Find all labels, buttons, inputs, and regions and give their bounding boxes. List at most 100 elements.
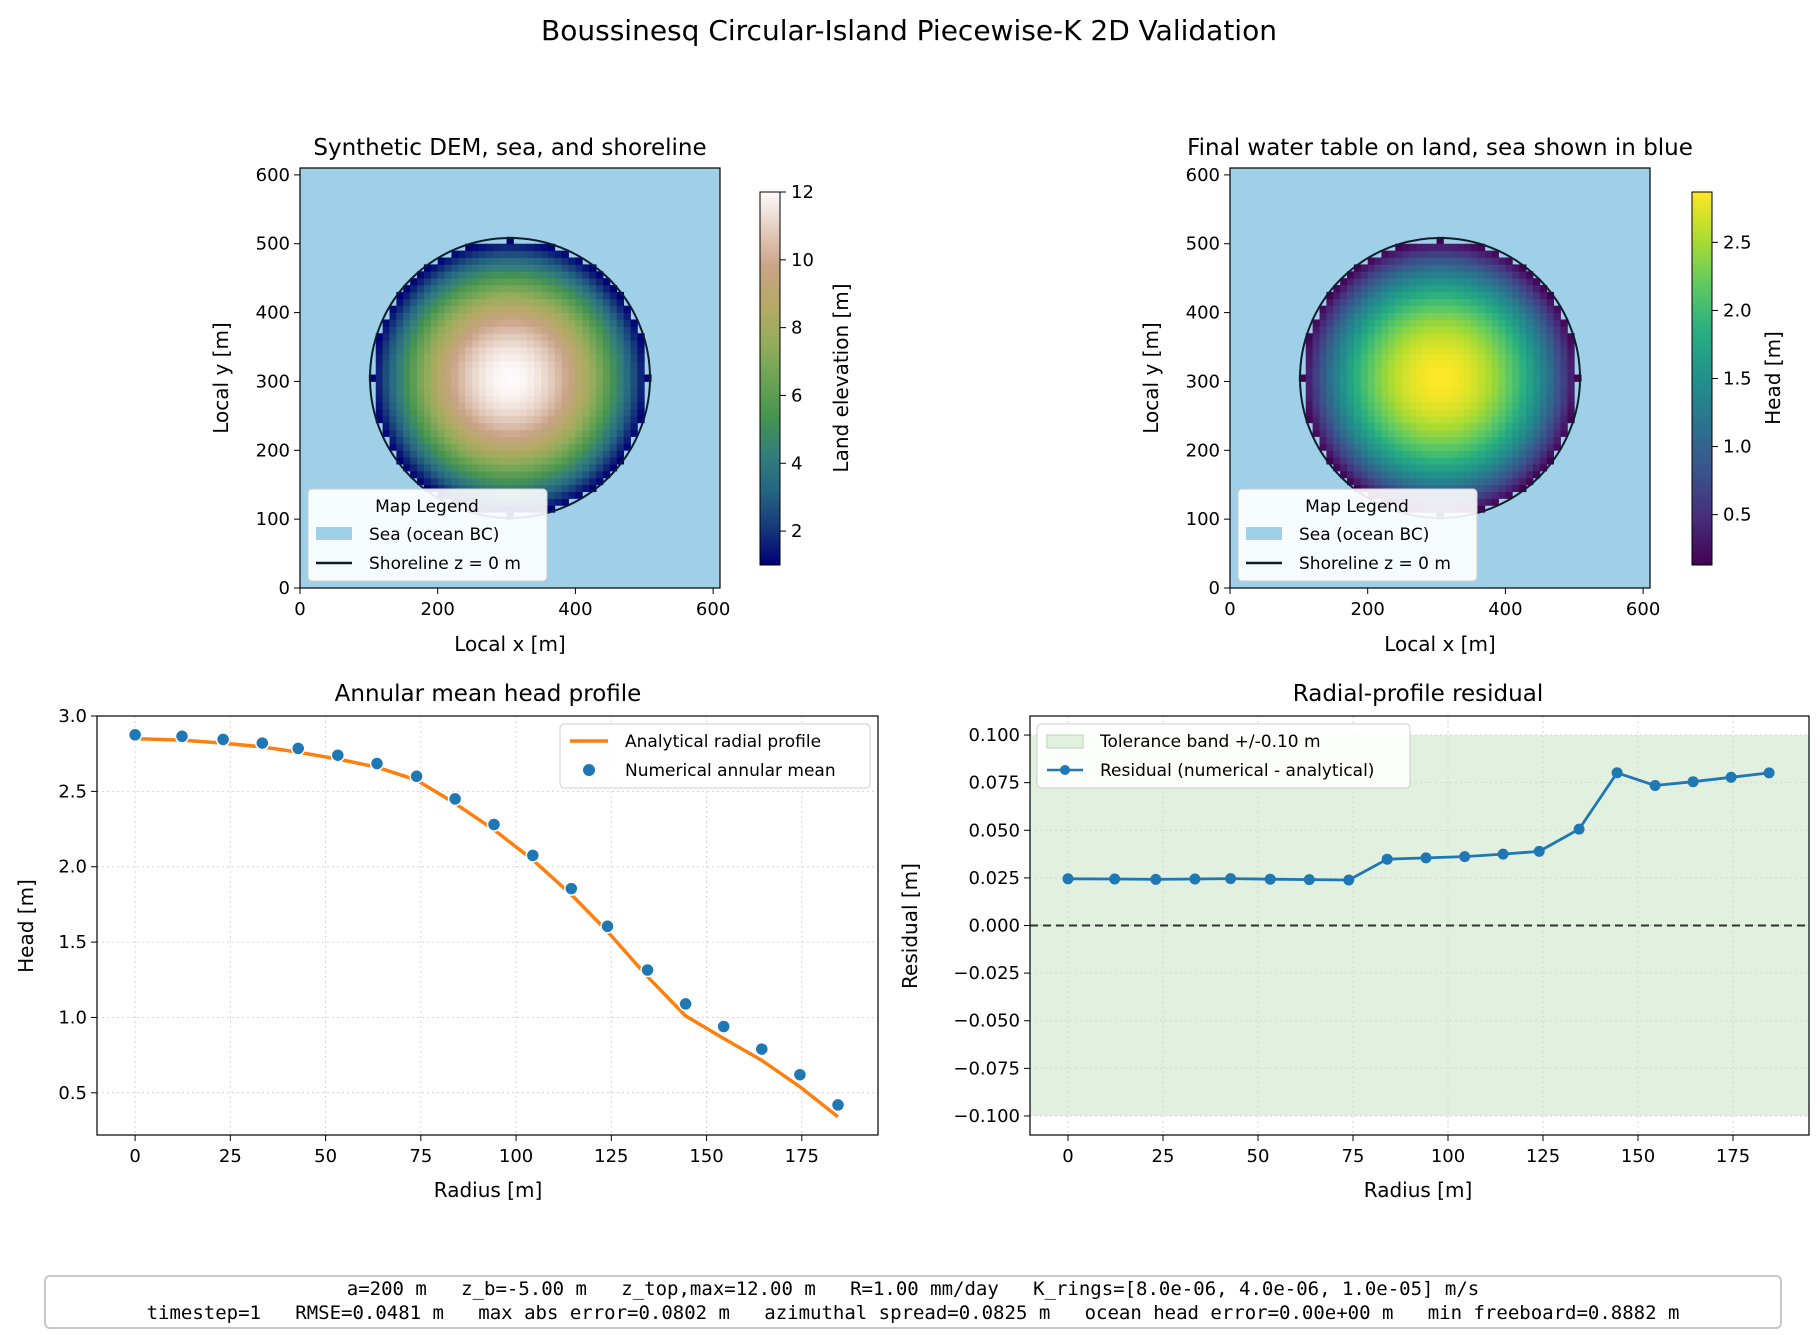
map-cell — [458, 271, 466, 279]
map-cell — [1347, 395, 1355, 403]
map-cell — [1450, 429, 1458, 437]
numerical-point — [215, 732, 231, 747]
map-cell — [1360, 470, 1369, 479]
map-cell — [575, 333, 583, 341]
y-tick-label: 0.100 — [968, 725, 1020, 746]
map-cell — [492, 422, 501, 431]
numerical-point — [564, 881, 579, 896]
map-cell — [561, 285, 569, 293]
map-cell — [1429, 374, 1437, 382]
map-cell — [1347, 381, 1355, 389]
map-cell — [554, 257, 563, 265]
map-cell — [458, 298, 466, 307]
map-cell — [540, 429, 549, 437]
map-cell — [1491, 312, 1499, 320]
map-cell — [609, 333, 618, 341]
map-cell — [602, 312, 611, 320]
map-cell — [451, 298, 459, 307]
map-cell — [417, 436, 425, 444]
map-cell — [479, 285, 487, 293]
map-cell — [492, 450, 501, 458]
map-cell — [1395, 408, 1403, 417]
map-cell — [1470, 298, 1479, 307]
map-cell — [1498, 353, 1506, 362]
map-cell — [561, 257, 569, 265]
map-cell — [1305, 340, 1314, 348]
map-cell — [396, 298, 404, 307]
map-cell — [1436, 312, 1444, 320]
map-cell — [485, 278, 494, 286]
map-cell — [1512, 436, 1520, 444]
map-cell — [403, 326, 411, 334]
map-cell — [444, 374, 452, 382]
map-cell — [1450, 319, 1458, 327]
map-cell — [1532, 285, 1541, 293]
map-cell — [1484, 443, 1493, 451]
map-cell — [1319, 395, 1327, 403]
map-cell — [1374, 305, 1382, 313]
map-cell — [410, 450, 418, 458]
map-cell — [575, 402, 583, 410]
map-cell — [479, 264, 487, 272]
map-cell — [1422, 319, 1431, 327]
map-cell — [582, 333, 590, 341]
map-cell — [630, 422, 638, 431]
residual-y-ticks: −0.100−0.075−0.050−0.0250.0000.0250.0500… — [953, 725, 1030, 1127]
map-cell — [1477, 264, 1486, 272]
y-tick-label: 500 — [256, 234, 290, 255]
map-cell — [1532, 443, 1541, 451]
map-cell — [1347, 415, 1355, 424]
map-cell — [1326, 312, 1334, 320]
map-cell — [1505, 415, 1513, 424]
map-cell — [1395, 477, 1403, 486]
map-cell — [465, 340, 473, 348]
map-cell — [506, 429, 514, 437]
map-cell — [1464, 319, 1472, 327]
map-cell — [451, 360, 459, 369]
map-cell — [547, 333, 556, 341]
map-cell — [1333, 305, 1341, 313]
map-cell — [623, 353, 631, 362]
map-cell — [1491, 415, 1499, 424]
map-cell — [1333, 457, 1341, 465]
map-cell — [534, 298, 542, 307]
map-cell — [1326, 298, 1334, 307]
map-cell — [1457, 408, 1465, 417]
map-cell — [499, 264, 507, 272]
map-cell — [479, 319, 487, 327]
map-cell — [465, 312, 473, 320]
map-cell — [458, 367, 466, 375]
map-cell — [472, 443, 480, 451]
map-cell — [389, 408, 397, 417]
map-cell — [534, 470, 542, 479]
map-cell — [1553, 374, 1561, 382]
colorbar-tick-label: 1.0 — [1723, 437, 1752, 458]
map-cell — [1546, 340, 1555, 348]
map-cell — [1491, 278, 1499, 286]
map-cell — [499, 470, 507, 479]
map-cell — [437, 388, 445, 396]
map-cell — [589, 477, 597, 486]
map-cell — [554, 312, 563, 320]
profile-legend-numerical-swatch — [583, 764, 595, 776]
map-cell — [451, 257, 459, 265]
map-cell — [1326, 457, 1334, 465]
map-cell — [1374, 484, 1382, 493]
map-cell — [1326, 347, 1334, 355]
map-cell — [430, 443, 439, 451]
map-cell — [1477, 312, 1486, 320]
map-cell — [479, 353, 487, 362]
map-cell — [513, 464, 521, 472]
map-cell — [609, 422, 618, 431]
map-cell — [1477, 333, 1486, 341]
map-cell — [1381, 422, 1389, 431]
map-cell — [485, 464, 494, 472]
map-cell — [472, 285, 480, 293]
map-cell — [1464, 257, 1472, 265]
map-cell — [430, 326, 439, 334]
map-cell — [1395, 360, 1403, 369]
map-cell — [1526, 395, 1534, 403]
map-cell — [437, 271, 445, 279]
map-cell — [451, 291, 459, 300]
map-cell — [540, 326, 549, 334]
